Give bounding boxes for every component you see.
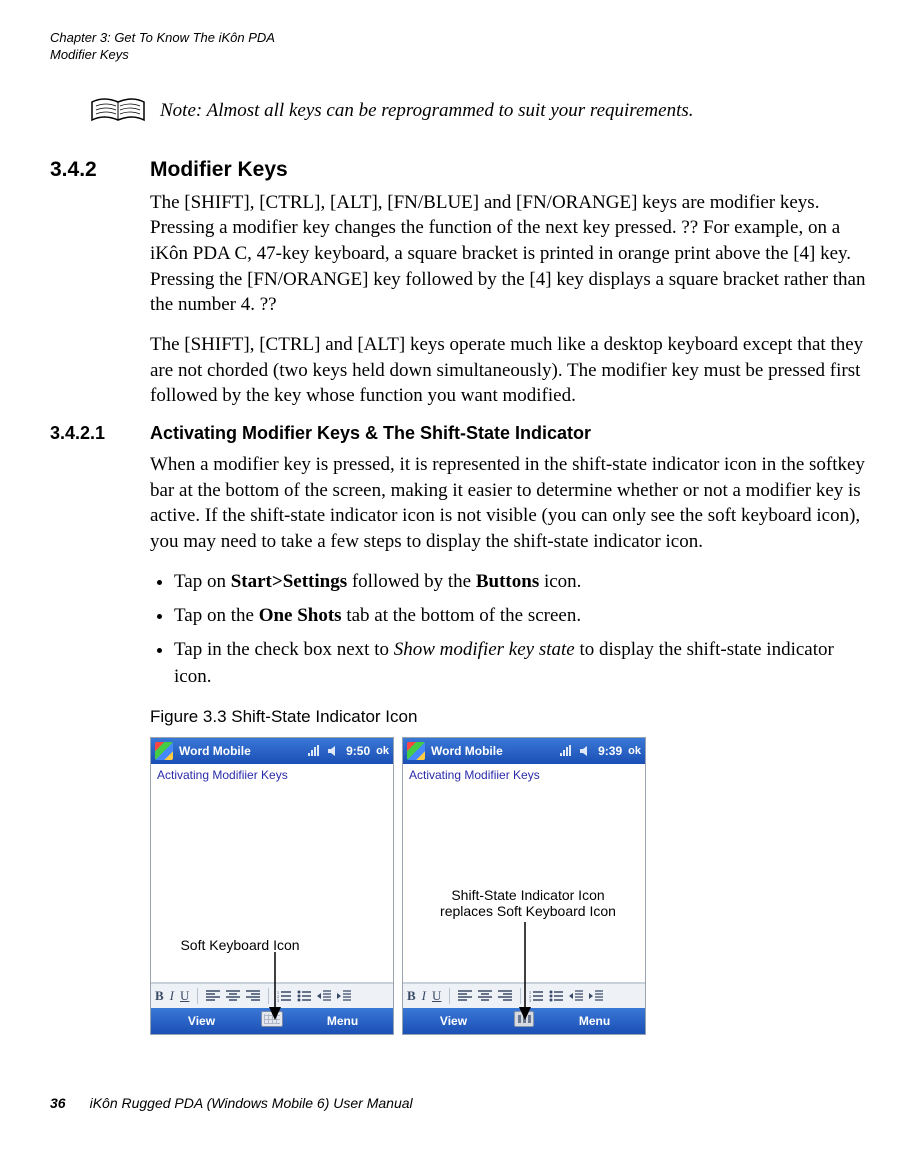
list-item: Tap on Start>Settings followed by the Bu…: [174, 568, 871, 596]
ok-button: ok: [376, 745, 389, 757]
menu-softkey: Menu: [544, 1014, 645, 1028]
view-softkey: View: [151, 1014, 252, 1028]
app-title: Word Mobile: [431, 744, 503, 758]
numbered-list-icon: 123: [277, 990, 291, 1002]
softkey-bar: View Menu: [151, 1008, 393, 1034]
svg-text:3: 3: [529, 998, 531, 1002]
indent-icon: [589, 990, 603, 1002]
align-left-icon: [458, 990, 472, 1002]
list-item: Tap in the check box next to Show modifi…: [174, 636, 871, 691]
bullet-list-icon: [549, 990, 563, 1002]
underline-icon: U: [180, 988, 189, 1004]
figure-screenshots: Word Mobile 9:50 ok Activating Modifiier…: [150, 737, 871, 1035]
numbered-list-icon: 123: [529, 990, 543, 1002]
align-left-icon: [206, 990, 220, 1002]
document-text: Activating Modifiier Keys: [157, 768, 288, 782]
align-center-icon: [478, 990, 492, 1002]
clock-text: 9:39: [598, 744, 622, 758]
section-line: Modifier Keys: [50, 47, 871, 64]
ok-button: ok: [628, 745, 641, 757]
italic-icon: I: [422, 988, 426, 1004]
bullet-list-icon: [297, 990, 311, 1002]
svg-text:3: 3: [277, 998, 279, 1002]
open-book-icon: [90, 94, 146, 128]
speaker-icon: [578, 744, 592, 758]
list-item: Tap on the One Shots tab at the bottom o…: [174, 602, 871, 630]
clock-text: 9:50: [346, 744, 370, 758]
document-text: Activating Modifiier Keys: [409, 768, 540, 782]
italic-icon: I: [170, 988, 174, 1004]
indent-icon: [337, 990, 351, 1002]
format-toolbar: B I U 123: [403, 983, 645, 1008]
signal-icon: [558, 744, 572, 758]
screenshot-left: Word Mobile 9:50 ok Activating Modifiier…: [150, 737, 394, 1035]
format-toolbar: B I U 123: [151, 983, 393, 1008]
align-center-icon: [226, 990, 240, 1002]
soft-keyboard-icon: [252, 1011, 292, 1030]
section-title: Modifier Keys: [150, 158, 288, 182]
callout-shift-state: Shift-State Indicator Icon replaces Soft…: [418, 887, 638, 921]
softkey-bar: View Menu: [403, 1008, 645, 1034]
view-softkey: View: [403, 1014, 504, 1028]
screenshot-right: Word Mobile 9:39 ok Activating Modifiier…: [402, 737, 646, 1035]
page-number: 36: [50, 1095, 66, 1111]
start-icon: [407, 742, 425, 760]
figure-caption: Figure 3.3 Shift-State Indicator Icon: [150, 707, 871, 727]
bold-icon: B: [155, 988, 164, 1004]
section-number: 3.4.2: [50, 158, 150, 182]
underline-icon: U: [432, 988, 441, 1004]
note-block: Note: Almost all keys can be reprogramme…: [50, 94, 871, 128]
start-icon: [155, 742, 173, 760]
menu-softkey: Menu: [292, 1014, 393, 1028]
note-text: Note: Almost all keys can be reprogramme…: [160, 100, 694, 122]
subsection-title: Activating Modifier Keys & The Shift-Sta…: [150, 423, 591, 444]
speaker-icon: [326, 744, 340, 758]
running-header: Chapter 3: Get To Know The iKôn PDA Modi…: [50, 30, 871, 64]
shift-state-indicator-icon: [504, 1011, 544, 1030]
titlebar: Word Mobile 9:39 ok: [403, 738, 645, 764]
outdent-icon: [569, 990, 583, 1002]
para-342-2: The [SHIFT], [CTRL] and [ALT] keys opera…: [150, 332, 871, 409]
section-3-4-2-heading: 3.4.2 Modifier Keys: [50, 158, 871, 182]
para-3421-1: When a modifier key is pressed, it is re…: [150, 452, 871, 555]
manual-title: iKôn Rugged PDA (Windows Mobile 6) User …: [90, 1095, 413, 1111]
chapter-line: Chapter 3: Get To Know The iKôn PDA: [50, 30, 871, 47]
app-title: Word Mobile: [179, 744, 251, 758]
steps-list: Tap on Start>Settings followed by the Bu…: [150, 568, 871, 690]
section-3-4-2-1-heading: 3.4.2.1 Activating Modifier Keys & The S…: [50, 423, 871, 444]
titlebar: Word Mobile 9:50 ok: [151, 738, 393, 764]
align-right-icon: [246, 990, 260, 1002]
subsection-number: 3.4.2.1: [50, 423, 150, 444]
document-area: Activating Modifiier Keys: [403, 764, 645, 983]
para-342-1: The [SHIFT], [CTRL], [ALT], [FN/BLUE] an…: [150, 190, 871, 318]
align-right-icon: [498, 990, 512, 1002]
bold-icon: B: [407, 988, 416, 1004]
signal-icon: [306, 744, 320, 758]
page-footer: 36 iKôn Rugged PDA (Windows Mobile 6) Us…: [50, 1095, 871, 1111]
callout-soft-keyboard: Soft Keyboard Icon: [140, 937, 340, 954]
outdent-icon: [317, 990, 331, 1002]
